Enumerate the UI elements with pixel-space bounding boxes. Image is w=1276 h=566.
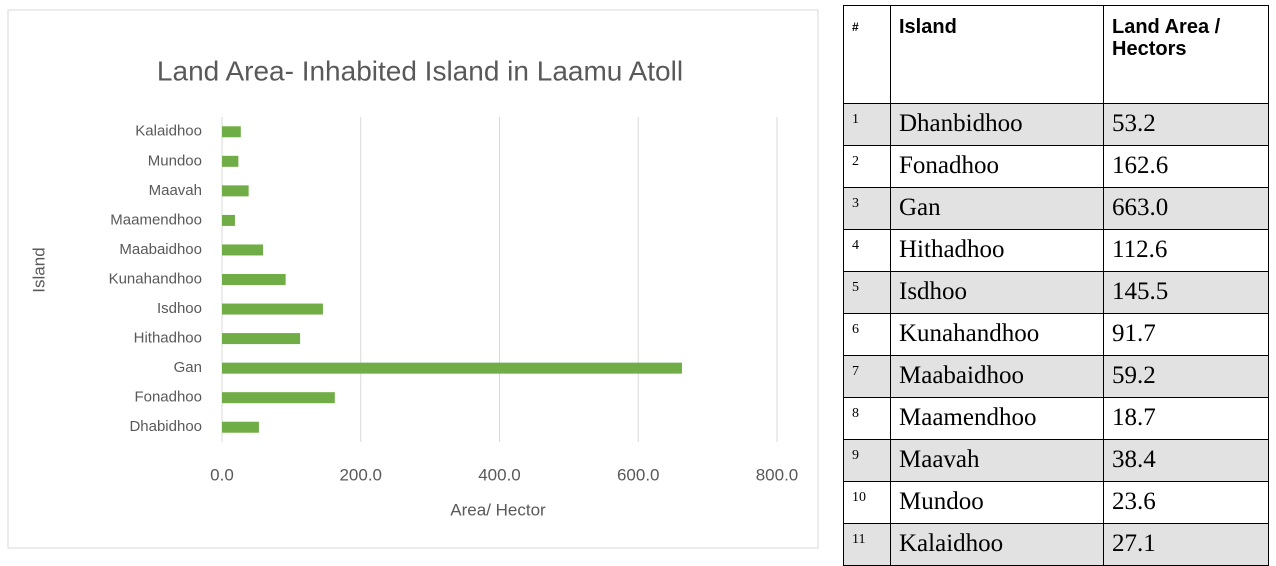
table-cell: Isdhoo xyxy=(890,271,1104,314)
y-tick-label: Mundoo xyxy=(148,152,202,169)
table-row: 5 Isdhoo 145.5 xyxy=(843,271,1269,314)
bar xyxy=(222,185,249,197)
table-cell: Hithadhoo xyxy=(890,229,1104,272)
table-cell: 3 xyxy=(843,187,891,230)
chart: Land Area- Inhabited Island in Laamu Ato… xyxy=(7,9,819,549)
table-cell: 91.7 xyxy=(1103,313,1269,356)
table-cell: 9 xyxy=(843,439,891,482)
data-table: # Island Land Area / Hectors 1 Dhanbidhoo 53.… xyxy=(843,5,1269,566)
table-cell: 10 xyxy=(843,481,891,524)
y-tick-label: Maamendhoo xyxy=(110,211,202,228)
x-tick-label: 200.0 xyxy=(339,465,382,484)
table-cell: 145.5 xyxy=(1103,271,1269,314)
table-row: 11 Kalaidhoo 27.1 xyxy=(843,523,1269,566)
bar xyxy=(222,274,286,285)
table-row: 1 Dhanbidhoo 53.2 xyxy=(843,103,1269,146)
y-tick-label: Hithadhoo xyxy=(134,330,202,347)
table-cell: 4 xyxy=(843,229,891,272)
y-tick-label: Kalaidhoo xyxy=(135,123,202,140)
table-cell: Fonadhoo xyxy=(890,145,1104,188)
table-cell: Maabaidhoo xyxy=(890,355,1104,398)
bar xyxy=(222,244,264,256)
table-row: 7 Maabaidhoo 59.2 xyxy=(843,355,1269,398)
table-body: # Island Land Area / Hectors 1 Dhanbidhoo 53.… xyxy=(843,5,1269,566)
header-cell: # xyxy=(843,5,891,104)
y-tick-label: Dhabidhoo xyxy=(129,418,202,435)
x-tick-label: 400.0 xyxy=(478,465,521,484)
y-tick-label: Gan xyxy=(174,359,202,376)
table-cell: 38.4 xyxy=(1103,439,1269,482)
bar xyxy=(222,303,323,315)
table-cell: Maamendhoo xyxy=(890,397,1104,440)
table-cell: Kalaidhoo xyxy=(890,523,1104,566)
header-cell: Island xyxy=(890,5,1104,104)
table-cell: 11 xyxy=(843,523,891,566)
header-row: # Island Land Area / Hectors xyxy=(843,5,1269,104)
table-cell: 27.1 xyxy=(1103,523,1269,566)
table-row: 2 Fonadhoo 162.6 xyxy=(843,145,1269,188)
bar xyxy=(222,421,259,433)
bar xyxy=(222,155,239,167)
table-row: 9 Maavah 38.4 xyxy=(843,439,1269,482)
chart-frame xyxy=(7,9,819,549)
y-tick-label: Fonadhoo xyxy=(134,389,202,406)
table-cell: 59.2 xyxy=(1103,355,1269,398)
x-tick-label: 800.0 xyxy=(756,465,799,484)
table-cell: 53.2 xyxy=(1103,103,1269,146)
table-row: 6 Kunahandhoo 91.7 xyxy=(843,313,1269,356)
header-cell: Land Area / Hectors xyxy=(1103,5,1269,104)
y-tick-label: Maavah xyxy=(149,182,202,199)
table-cell: 5 xyxy=(843,271,891,314)
table-cell: Kunahandhoo xyxy=(890,313,1104,356)
table-cell: 112.6 xyxy=(1103,229,1269,272)
y-tick-label: Maabaidhoo xyxy=(119,241,202,258)
y-tick-label: Kunahandhoo xyxy=(109,270,202,287)
table-row: 10 Mundoo 23.6 xyxy=(843,481,1269,524)
table-cell: 1 xyxy=(843,103,891,146)
table-cell: 663.0 xyxy=(1103,187,1269,230)
table-cell: Dhanbidhoo xyxy=(890,103,1104,146)
table-cell: 18.7 xyxy=(1103,397,1269,440)
table-cell: Maavah xyxy=(890,439,1104,482)
table-cell: Mundoo xyxy=(890,481,1104,524)
bar xyxy=(222,214,235,226)
table-cell: 7 xyxy=(843,355,891,398)
bar xyxy=(222,362,682,374)
bar xyxy=(222,126,241,138)
table-cell: 23.6 xyxy=(1103,481,1269,524)
table-cell: Gan xyxy=(890,187,1104,230)
table-cell: 6 xyxy=(843,313,891,356)
table-cell: 8 xyxy=(843,397,891,440)
y-tick-label: Isdhoo xyxy=(157,300,202,317)
table-cell: 162.6 xyxy=(1103,145,1269,188)
table-row: 4 Hithadhoo 112.6 xyxy=(843,229,1269,272)
y-axis-title: Island xyxy=(29,247,48,292)
x-axis-title: Area/ Hector xyxy=(450,500,546,519)
bar xyxy=(222,392,335,404)
bar xyxy=(222,333,301,345)
x-tick-label: 600.0 xyxy=(617,465,660,484)
table-row: 3 Gan 663.0 xyxy=(843,187,1269,230)
table-cell: 2 xyxy=(843,145,891,188)
chart-title: Land Area- Inhabited Island in Laamu Ato… xyxy=(157,55,683,86)
table-row: 8 Maamendhoo 18.7 xyxy=(843,397,1269,440)
x-tick-label: 0.0 xyxy=(210,465,234,484)
